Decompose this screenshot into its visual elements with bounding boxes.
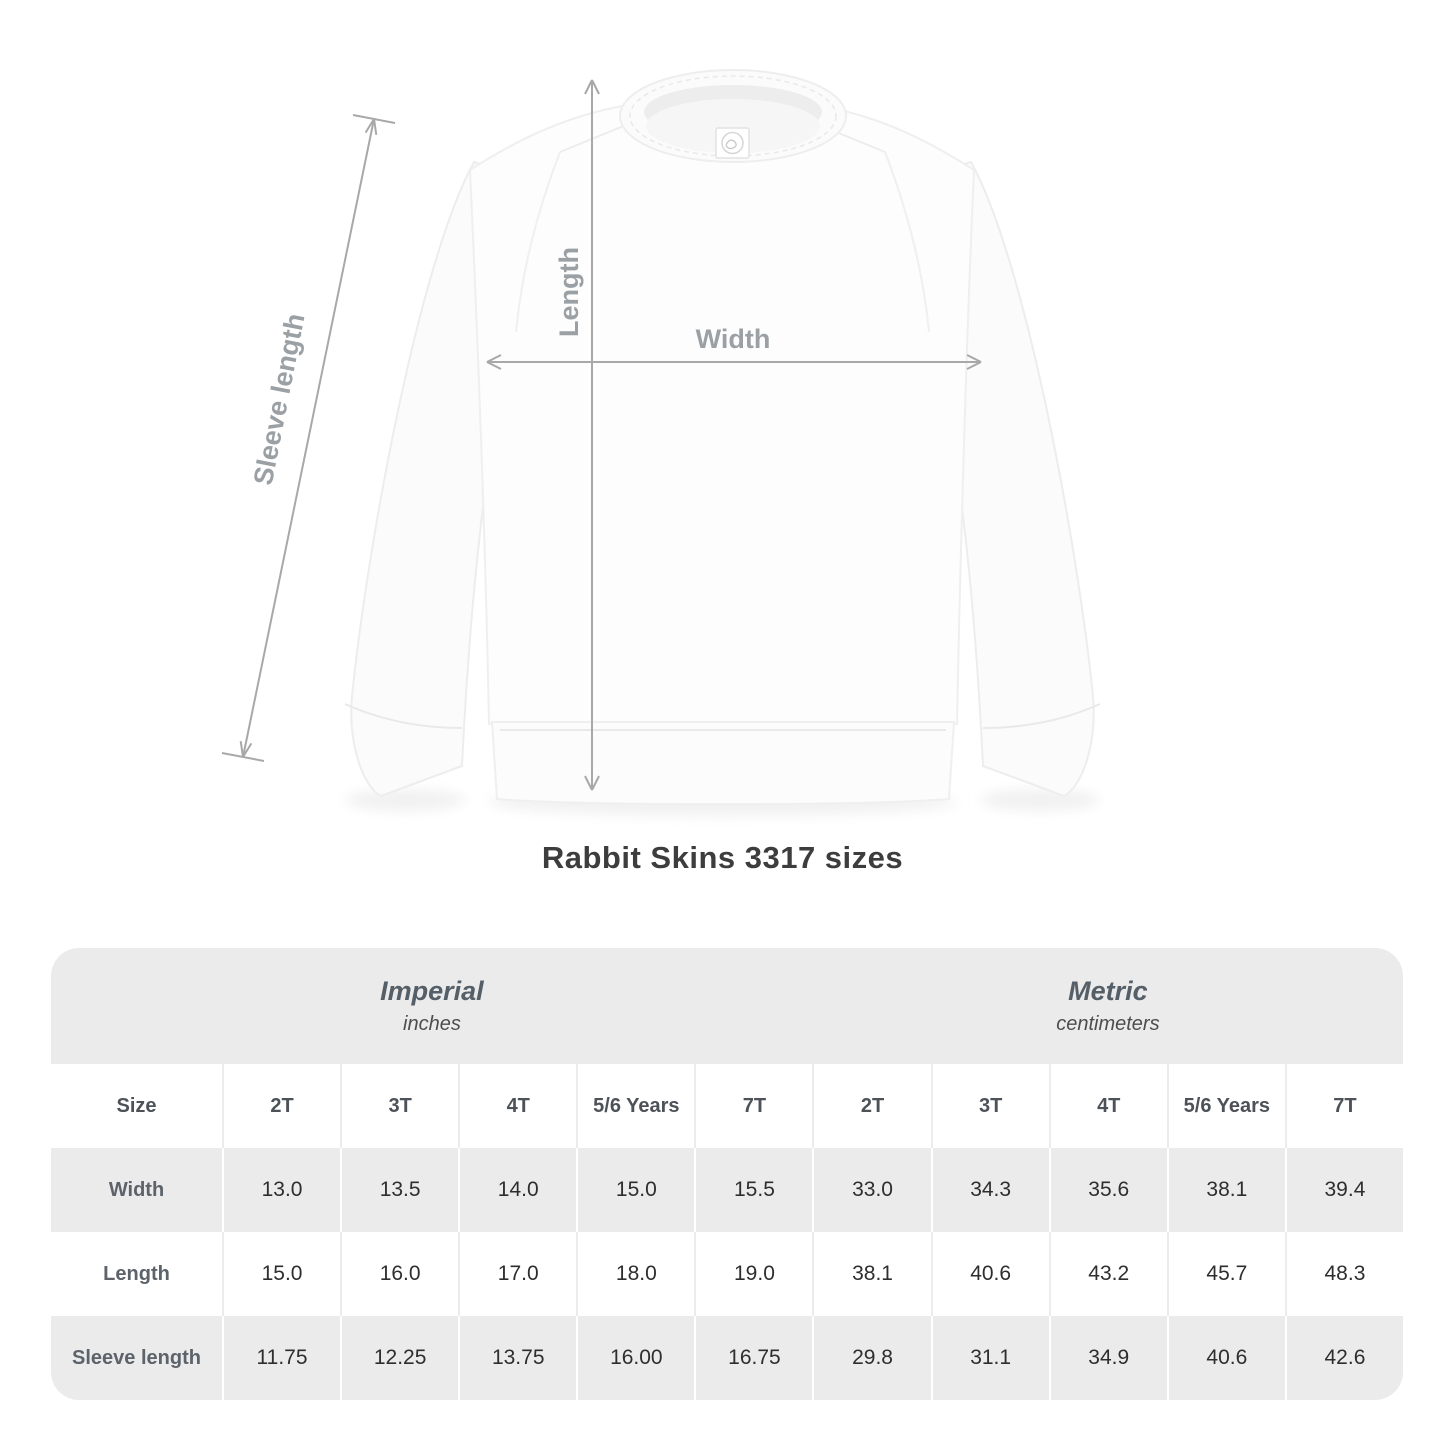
- col-header: 5/6 Years: [576, 1064, 694, 1148]
- sleeve-length-arrow: [221, 114, 396, 762]
- table-cell: 19.0: [694, 1232, 812, 1316]
- page-title: Rabbit Skins 3317 sizes: [541, 840, 904, 875]
- metric-group-header: Metric centimeters: [813, 948, 1403, 1064]
- table-cell: 48.3: [1284, 1232, 1403, 1316]
- table-cell: 13.0: [222, 1148, 340, 1232]
- table-cell: 34.3: [930, 1148, 1049, 1232]
- table-cell: 17.0: [458, 1232, 576, 1316]
- table-cell: 15.0: [576, 1148, 694, 1232]
- table-cell: 15.0: [222, 1232, 340, 1316]
- table-cell: 12.25: [340, 1316, 458, 1400]
- sleeve-length-label: Sleeve length: [248, 311, 311, 488]
- length-arrow: [584, 79, 600, 791]
- width-arrow: [486, 354, 982, 370]
- table-cell: 29.8: [812, 1316, 930, 1400]
- col-header: 2T: [222, 1064, 340, 1148]
- table-cell: 15.5: [694, 1148, 812, 1232]
- table-cell: 40.6: [1166, 1316, 1285, 1400]
- table-row-sleeve-length: Sleeve length 11.75 12.25 13.75 16.00 16…: [51, 1316, 1403, 1400]
- table-cell: 38.1: [1166, 1148, 1285, 1232]
- metric-unit: centimeters: [1056, 1013, 1160, 1035]
- col-header: 7T: [1284, 1064, 1403, 1148]
- sweatshirt-body: [468, 95, 976, 806]
- imperial-unit: inches: [403, 1013, 461, 1035]
- table-cell: 38.1: [812, 1232, 930, 1316]
- table-cell: 13.5: [340, 1148, 458, 1232]
- col-header: 3T: [930, 1064, 1049, 1148]
- row-label: Length: [103, 1262, 170, 1285]
- col-header: 3T: [340, 1064, 458, 1148]
- table-cell: 18.0: [576, 1232, 694, 1316]
- table-cell: 43.2: [1048, 1232, 1167, 1316]
- table-row-length: Length 15.0 16.0 17.0 18.0 19.0 38.1 40.…: [51, 1232, 1403, 1316]
- table-cell: 13.75: [458, 1316, 576, 1400]
- row-label: Sleeve length: [72, 1346, 201, 1369]
- table-cell: 39.4: [1284, 1148, 1403, 1232]
- table-cell: 35.6: [1048, 1148, 1167, 1232]
- table-cell: 14.0: [458, 1148, 576, 1232]
- unit-group-header: Imperial inches Metric centimeters: [51, 948, 1403, 1064]
- column-header-row: Size 2T 3T 4T 5/6 Years 7T 2T 3T 4T 5/6 …: [51, 1064, 1403, 1148]
- table-cell: 11.75: [222, 1316, 340, 1400]
- col-header: 2T: [812, 1064, 930, 1148]
- metric-label: Metric: [1068, 976, 1148, 1006]
- width-label: Width: [696, 324, 771, 354]
- imperial-group-header: Imperial inches: [51, 948, 813, 1064]
- rabbit-skins-neck-tag: [715, 127, 750, 159]
- imperial-label: Imperial: [380, 976, 484, 1006]
- size-table: Imperial inches Metric centimeters Size …: [51, 948, 1403, 1400]
- table-cell: 16.00: [576, 1316, 694, 1400]
- table-cell: 42.6: [1284, 1316, 1403, 1400]
- waistband: [490, 721, 956, 806]
- table-cell: 45.7: [1166, 1232, 1285, 1316]
- col-header: 4T: [458, 1064, 576, 1148]
- table-row-width: Width 13.0 13.5 14.0 15.0 15.5 33.0 34.3…: [51, 1148, 1403, 1232]
- table-cell: 16.75: [694, 1316, 812, 1400]
- table-cell: 33.0: [812, 1148, 930, 1232]
- table-cell: 40.6: [930, 1232, 1049, 1316]
- size-corner-header: Size: [116, 1094, 157, 1117]
- table-cell: 31.1: [930, 1316, 1049, 1400]
- sweatshirt-measurement-diagram: Width Length Sleeve length: [221, 69, 1101, 816]
- table-cell: 34.9: [1048, 1316, 1167, 1400]
- col-header: 5/6 Years: [1166, 1064, 1285, 1148]
- collar: [619, 69, 847, 163]
- col-header: 4T: [1048, 1064, 1167, 1148]
- dimension-lines: [221, 79, 982, 791]
- table-cell: 16.0: [340, 1232, 458, 1316]
- row-label: Width: [108, 1178, 165, 1201]
- length-label: Length: [554, 247, 584, 337]
- col-header: 7T: [694, 1064, 812, 1148]
